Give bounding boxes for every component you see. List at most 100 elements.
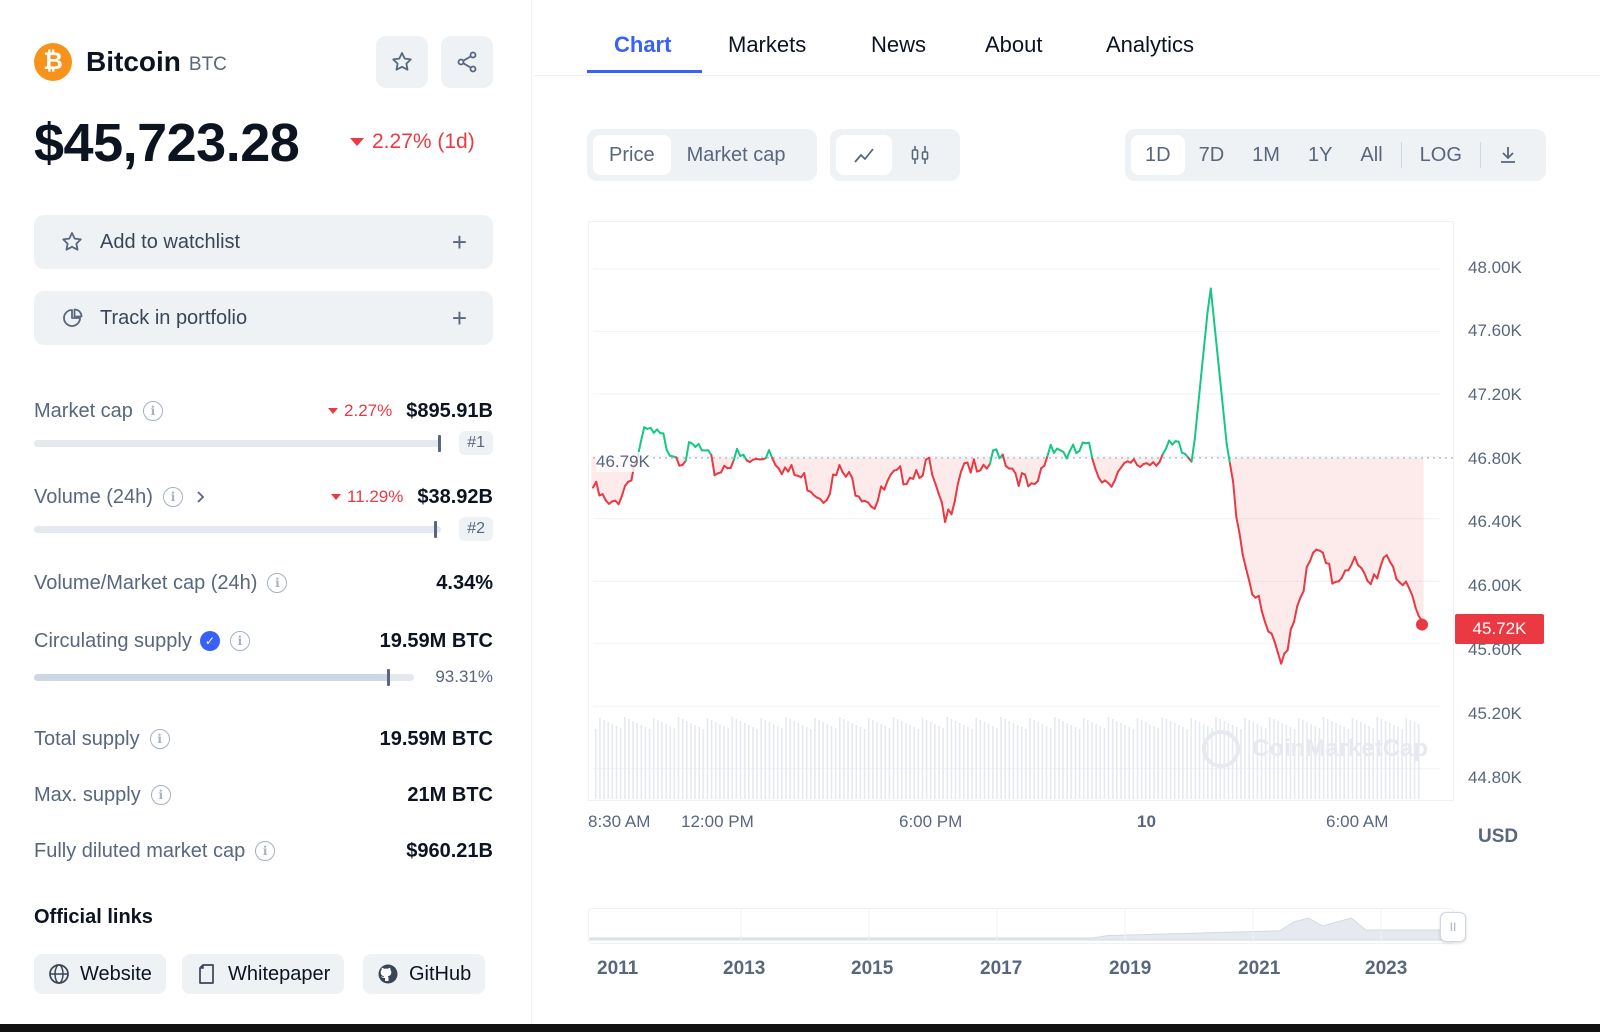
max-supply-value: 21M BTC <box>407 783 493 806</box>
coin-price: $45,723.28 <box>34 113 300 173</box>
volume-bar <box>801 725 804 799</box>
info-icon[interactable]: i <box>229 631 250 651</box>
stat-volume: Volume (24h) i 11.29% $38.92B #2 <box>34 482 493 542</box>
volume-bar <box>719 724 721 799</box>
navigator-handle[interactable]: II <box>1440 912 1466 942</box>
tab-about[interactable]: About <box>985 32 1043 57</box>
volume-bar <box>665 724 667 799</box>
stat-label: Volume (24h) i <box>34 486 207 509</box>
tab-analytics[interactable]: Analytics <box>1106 32 1195 57</box>
volume-bar <box>1058 719 1060 799</box>
tab-news[interactable]: News <box>871 32 927 57</box>
down-arrow-icon <box>330 494 341 500</box>
info-icon[interactable]: i <box>150 785 171 805</box>
range-all-button[interactable]: All <box>1360 143 1383 166</box>
price-line-segment <box>1212 318 1219 352</box>
volume-bar <box>888 728 891 799</box>
price-line-segment <box>905 476 911 485</box>
price-line-segment <box>1376 565 1382 580</box>
favorite-button[interactable] <box>376 36 428 88</box>
volume-bar <box>785 717 787 799</box>
line-chart-button[interactable] <box>836 135 892 175</box>
log-scale-button[interactable]: LOG <box>1419 143 1462 166</box>
info-icon[interactable]: i <box>255 841 276 861</box>
pie-chart-icon <box>63 308 83 327</box>
volume-bar <box>1128 727 1131 799</box>
volume-bar <box>1409 720 1412 799</box>
volume-bar <box>1066 723 1068 799</box>
range-1m-button[interactable]: 1M <box>1252 143 1280 166</box>
range-1d-button[interactable]: 1D <box>1131 135 1185 175</box>
volume-bar <box>814 718 816 799</box>
info-icon[interactable]: i <box>149 729 170 749</box>
volume-bar <box>950 719 953 799</box>
volume-bar <box>913 727 915 799</box>
volume-bar <box>1335 723 1337 799</box>
volume-bar <box>958 723 961 799</box>
price-toggle-button[interactable]: Price <box>593 135 671 175</box>
bar-marker <box>434 520 438 538</box>
volume-bar <box>1355 720 1358 799</box>
add-to-watchlist-button[interactable]: Add to watchlist + <box>34 215 493 269</box>
volume-bar <box>1343 727 1346 799</box>
tab-markets[interactable]: Markets <box>728 32 807 57</box>
volume-bar <box>698 727 700 799</box>
price-line-segment <box>1408 587 1414 597</box>
website-link[interactable]: Website <box>34 954 166 994</box>
chevron-right-icon[interactable] <box>193 490 207 504</box>
track-portfolio-button[interactable]: Track in portfolio + <box>34 291 493 345</box>
price-line-segment <box>1264 621 1270 633</box>
volume-bar <box>702 729 705 799</box>
volume-bar <box>714 722 717 799</box>
y-tick-label: 48.00K <box>1468 258 1522 277</box>
price-line-segment <box>771 457 777 467</box>
range-7d-button[interactable]: 7D <box>1198 143 1225 166</box>
volume-bar <box>1012 723 1015 799</box>
star-icon <box>392 52 412 71</box>
price-line-segment <box>960 462 966 473</box>
down-arrow-icon <box>350 138 364 146</box>
price-line-segment <box>1340 569 1347 579</box>
price-line-segment <box>780 466 787 476</box>
price-line-segment <box>1414 606 1420 618</box>
price-line-segment <box>835 464 841 477</box>
info-icon[interactable]: i <box>162 487 183 507</box>
price-change-1d: 2.27% (1d) <box>350 130 475 154</box>
range-1y-button[interactable]: 1Y <box>1307 143 1333 166</box>
price-line-segment <box>1001 453 1007 468</box>
y-tick-label: 47.20K <box>1468 385 1522 404</box>
stat-label: Fully diluted market cap i <box>34 840 276 863</box>
range-navigator[interactable] <box>588 908 1454 944</box>
download-button[interactable] <box>1485 135 1531 175</box>
info-icon[interactable]: i <box>267 573 288 593</box>
price-line-segment <box>675 456 681 467</box>
candlestick-icon <box>911 146 929 164</box>
volume-bar <box>1413 722 1416 799</box>
volume-bar <box>1116 721 1118 799</box>
volume-bar <box>1020 727 1023 799</box>
volume-bar <box>892 717 895 799</box>
circulating-percent: 93.31% <box>435 667 493 686</box>
volume-bar <box>1169 721 1172 799</box>
tab-chart[interactable]: Chart <box>614 32 672 57</box>
whitepaper-label: Whitepaper <box>228 962 331 985</box>
volume-bar <box>789 719 791 799</box>
price-line-segment <box>1388 560 1395 568</box>
share-button[interactable] <box>441 36 493 88</box>
star-icon <box>62 232 82 251</box>
info-icon[interactable]: i <box>142 401 163 421</box>
stat-max-supply: Max. supply i 21M BTC <box>34 780 493 810</box>
candlestick-chart-button[interactable] <box>892 135 948 175</box>
whitepaper-link[interactable]: Whitepaper <box>182 954 345 994</box>
volume-bar <box>1016 725 1019 799</box>
volume-bar <box>872 720 874 799</box>
market-cap-toggle-button[interactable]: Market cap <box>686 143 786 166</box>
price-line-segment <box>956 470 963 485</box>
price-line-segment <box>1014 472 1020 487</box>
volume-bar <box>1045 726 1048 799</box>
volume-bar <box>747 725 750 799</box>
price-chart-area[interactable] <box>588 221 1454 801</box>
y-tick-label: 45.20K <box>1468 704 1522 723</box>
github-link[interactable]: GitHub <box>363 954 486 994</box>
